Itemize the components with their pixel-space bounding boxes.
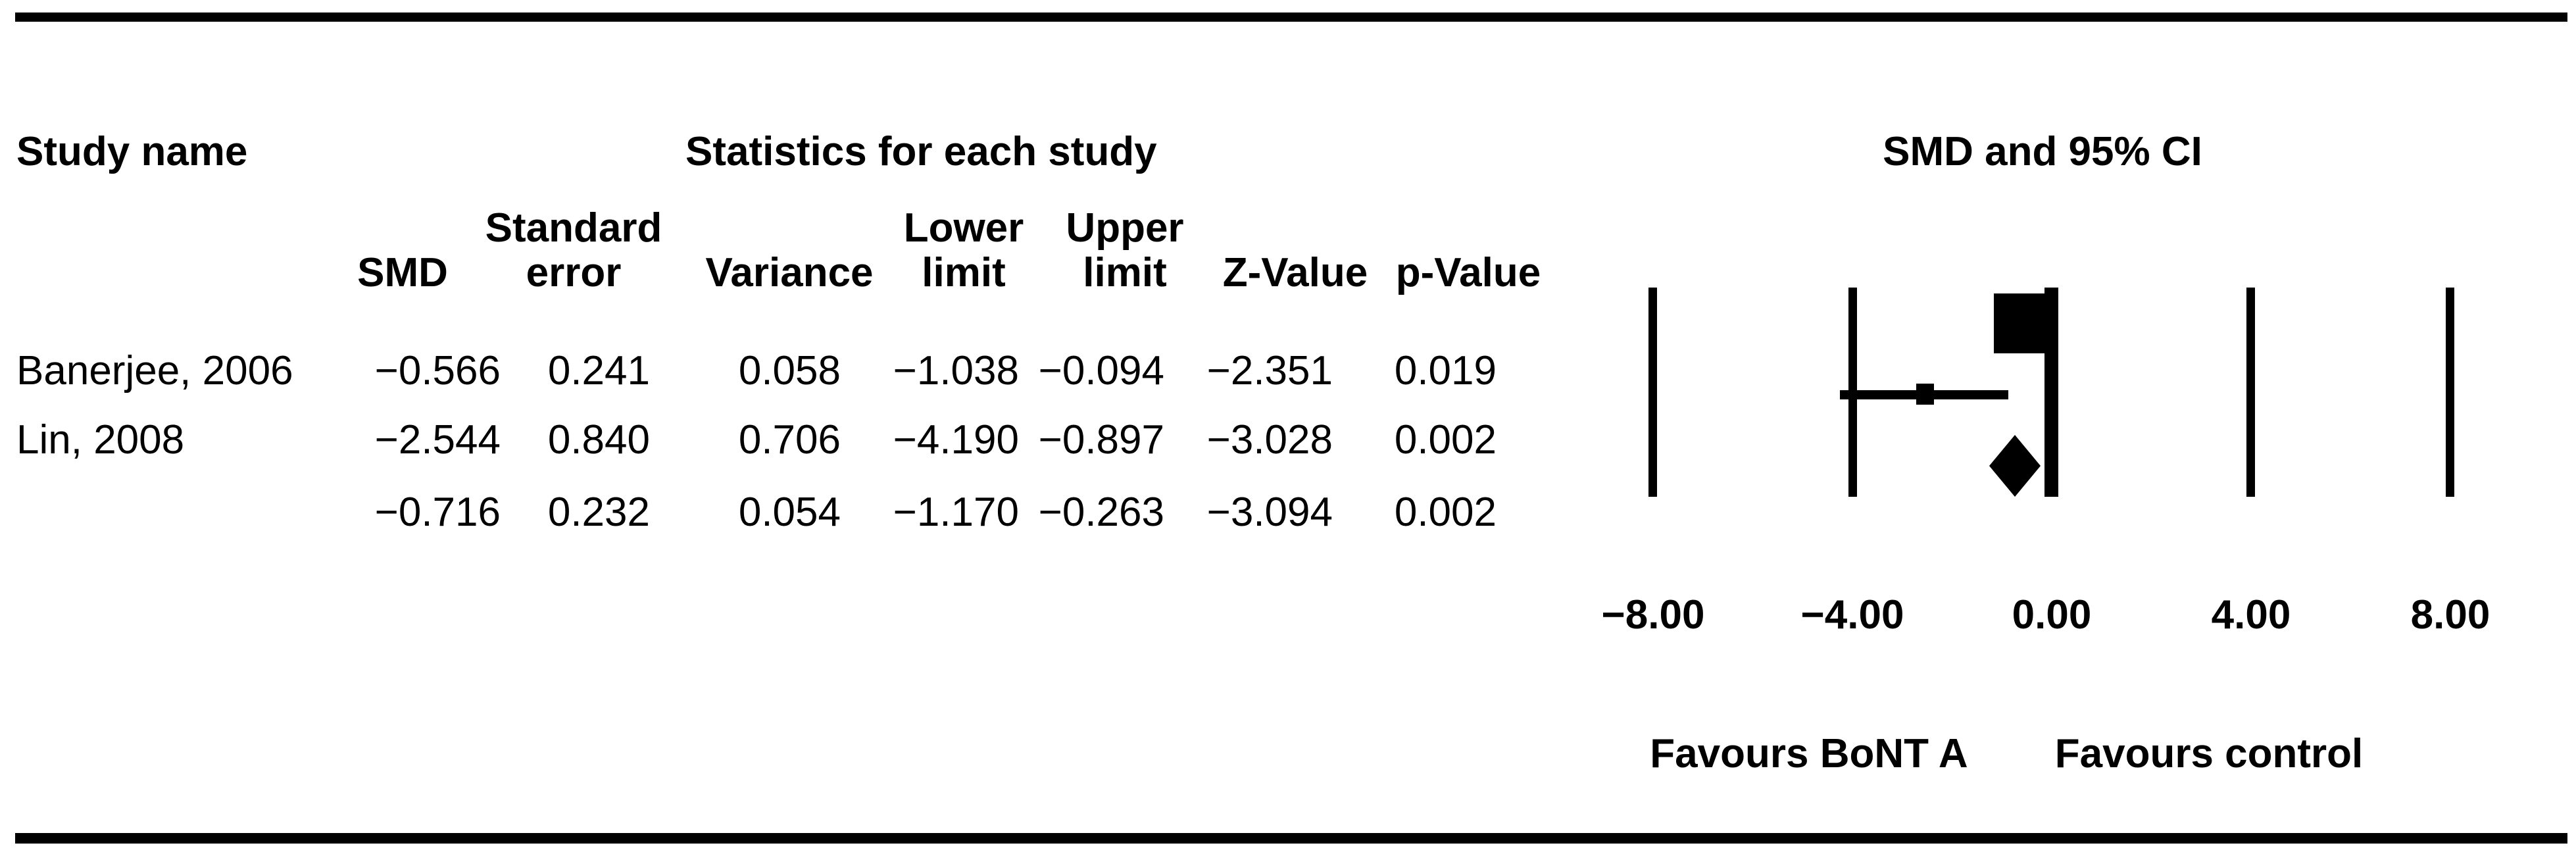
x-tick-label: 4.00 bbox=[2211, 592, 2291, 638]
zero-line bbox=[2044, 288, 2058, 497]
upper-limit-cell: −0.094 bbox=[1038, 348, 1164, 393]
gridline-pos-8 bbox=[2446, 288, 2454, 497]
upper-limit-cell: −0.263 bbox=[1038, 490, 1164, 535]
favours-right-label: Favours control bbox=[2054, 731, 2364, 776]
z-value-cell: −3.094 bbox=[1206, 490, 1333, 535]
z-value-cell: −2.351 bbox=[1206, 348, 1333, 393]
statistics-section-title: Statistics for each study bbox=[685, 129, 1157, 174]
smd-cell: −2.544 bbox=[374, 417, 501, 463]
col-header-p-value: p-Value bbox=[1395, 250, 1541, 295]
x-tick-label: −8.00 bbox=[1601, 592, 1705, 638]
study-name-column-title: Study name bbox=[16, 129, 248, 174]
standard-error-cell: 0.232 bbox=[547, 490, 650, 535]
lin-point-marker bbox=[1916, 384, 1934, 405]
gridline-pos-4 bbox=[2246, 288, 2255, 497]
standard-error-cell: 0.241 bbox=[547, 348, 650, 393]
study-name-cell: Lin, 2008 bbox=[16, 417, 185, 463]
col-header-standard: Standard bbox=[485, 205, 662, 251]
study-name-cell: Banerjee, 2006 bbox=[16, 348, 293, 393]
bottom-rule bbox=[15, 833, 2567, 844]
col-header-upper-limit: limit bbox=[1083, 250, 1167, 295]
favours-left-label: Favours BoNT A bbox=[1650, 731, 1968, 776]
top-rule bbox=[15, 13, 2567, 22]
col-header-lower: Lower bbox=[903, 205, 1024, 251]
lower-limit-cell: −1.170 bbox=[893, 490, 1019, 535]
upper-limit-cell: −0.897 bbox=[1038, 417, 1164, 463]
col-header-variance: Variance bbox=[705, 250, 874, 295]
lower-limit-cell: −4.190 bbox=[893, 417, 1019, 463]
z-value-cell: −3.028 bbox=[1206, 417, 1333, 463]
x-tick-label: −4.00 bbox=[1800, 592, 1904, 638]
banerjee-point-marker bbox=[1994, 293, 2047, 353]
variance-cell: 0.054 bbox=[738, 490, 841, 535]
col-header-z-value: Z-Value bbox=[1222, 250, 1368, 295]
p-value-cell: 0.019 bbox=[1394, 348, 1497, 393]
variance-cell: 0.058 bbox=[738, 348, 841, 393]
pooled-diamond-marker bbox=[1989, 435, 2041, 497]
smd-cell: −0.716 bbox=[374, 490, 501, 535]
variance-cell: 0.706 bbox=[738, 417, 841, 463]
col-header-upper: Upper bbox=[1066, 205, 1184, 251]
standard-error-cell: 0.840 bbox=[547, 417, 650, 463]
x-tick-label: 0.00 bbox=[2012, 592, 2092, 638]
col-header-lower-limit: limit bbox=[922, 250, 1006, 295]
p-value-cell: 0.002 bbox=[1394, 490, 1497, 535]
gridline-neg-8 bbox=[1648, 288, 1657, 497]
p-value-cell: 0.002 bbox=[1394, 417, 1497, 463]
lower-limit-cell: −1.038 bbox=[893, 348, 1019, 393]
plot-title: SMD and 95% CI bbox=[1883, 129, 2202, 174]
x-tick-label: 8.00 bbox=[2410, 592, 2490, 638]
col-header-error: error bbox=[526, 250, 622, 295]
smd-cell: −0.566 bbox=[374, 348, 501, 393]
col-header-smd: SMD bbox=[357, 250, 448, 295]
